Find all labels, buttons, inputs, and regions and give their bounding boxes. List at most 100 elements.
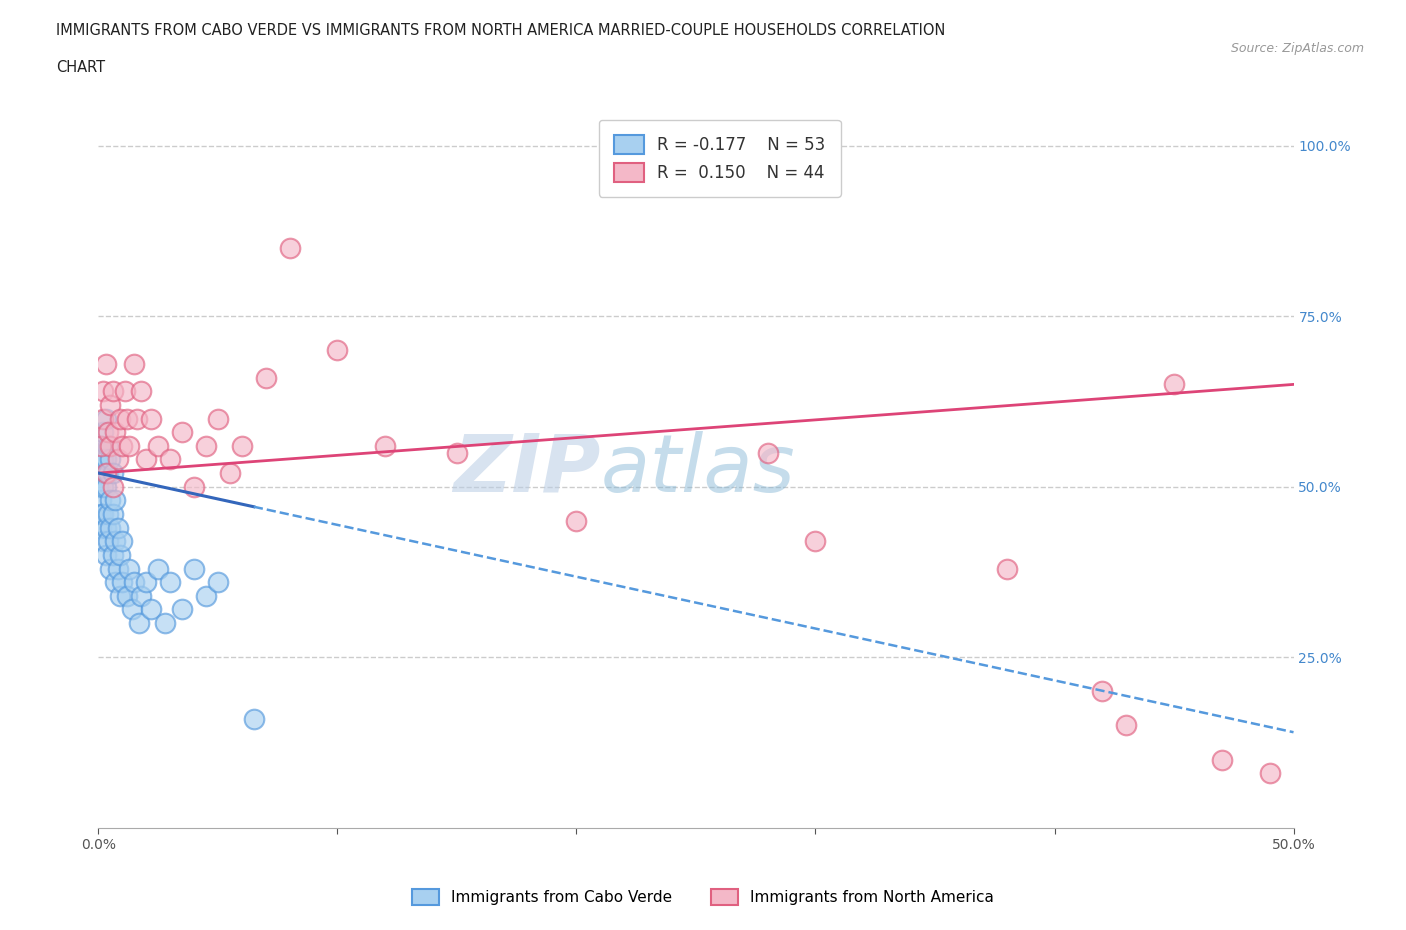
- Point: [101, 479, 124, 494]
- Point: [207, 575, 229, 590]
- Point: [94, 411, 117, 426]
- Point: [995, 561, 1018, 576]
- Point: [90, 438, 112, 453]
- Point: [90, 520, 112, 535]
- Point: [94, 356, 117, 371]
- Point: [91, 479, 114, 494]
- Point: [97, 507, 120, 522]
- Point: [139, 411, 162, 426]
- Point: [183, 479, 205, 494]
- Point: [194, 589, 218, 604]
- Point: [148, 561, 170, 576]
- Point: [1211, 752, 1233, 767]
- Point: [124, 356, 146, 371]
- Point: [219, 466, 242, 481]
- Point: [155, 616, 177, 631]
- Point: [87, 452, 110, 467]
- Point: [111, 534, 134, 549]
- Legend: R = -0.177    N = 53, R =  0.150    N = 44: R = -0.177 N = 53, R = 0.150 N = 44: [599, 120, 841, 197]
- Point: [128, 616, 150, 631]
- Point: [101, 507, 124, 522]
- Point: [91, 384, 114, 399]
- Point: [107, 561, 129, 576]
- Point: [121, 602, 143, 617]
- Point: [97, 466, 120, 481]
- Point: [108, 411, 131, 426]
- Point: [124, 575, 146, 590]
- Point: [135, 575, 157, 590]
- Point: [94, 548, 117, 563]
- Point: [446, 445, 468, 460]
- Point: [139, 602, 162, 617]
- Point: [207, 411, 229, 426]
- Point: [98, 493, 122, 508]
- Point: [97, 425, 120, 440]
- Point: [194, 438, 218, 453]
- Point: [101, 384, 124, 399]
- Point: [104, 425, 127, 440]
- Point: [231, 438, 253, 453]
- Text: IMMIGRANTS FROM CABO VERDE VS IMMIGRANTS FROM NORTH AMERICA MARRIED-COUPLE HOUSE: IMMIGRANTS FROM CABO VERDE VS IMMIGRANTS…: [56, 23, 946, 38]
- Point: [108, 548, 131, 563]
- Point: [111, 575, 134, 590]
- Point: [97, 438, 120, 453]
- Point: [107, 520, 129, 535]
- Point: [104, 534, 127, 549]
- Point: [101, 548, 124, 563]
- Point: [97, 534, 120, 549]
- Point: [243, 711, 266, 726]
- Point: [98, 438, 122, 453]
- Text: Source: ZipAtlas.com: Source: ZipAtlas.com: [1230, 42, 1364, 55]
- Point: [87, 479, 110, 494]
- Legend: Immigrants from Cabo Verde, Immigrants from North America: Immigrants from Cabo Verde, Immigrants f…: [399, 877, 1007, 918]
- Point: [148, 438, 170, 453]
- Point: [111, 438, 134, 453]
- Point: [98, 397, 122, 412]
- Point: [326, 343, 349, 358]
- Point: [90, 438, 112, 453]
- Text: CHART: CHART: [56, 60, 105, 75]
- Point: [101, 466, 124, 481]
- Point: [91, 507, 114, 522]
- Point: [104, 575, 127, 590]
- Point: [94, 466, 117, 481]
- Point: [94, 479, 117, 494]
- Point: [1091, 684, 1114, 698]
- Point: [115, 411, 138, 426]
- Text: ZIP: ZIP: [453, 431, 600, 509]
- Point: [114, 384, 136, 399]
- Point: [104, 493, 127, 508]
- Point: [183, 561, 205, 576]
- Point: [118, 438, 141, 453]
- Point: [108, 589, 131, 604]
- Point: [172, 425, 194, 440]
- Point: [94, 520, 117, 535]
- Text: atlas: atlas: [600, 431, 796, 509]
- Point: [135, 452, 157, 467]
- Point: [131, 384, 153, 399]
- Point: [94, 452, 117, 467]
- Point: [91, 452, 114, 467]
- Point: [98, 520, 122, 535]
- Point: [131, 589, 153, 604]
- Point: [90, 466, 112, 481]
- Point: [159, 452, 181, 467]
- Point: [91, 411, 114, 426]
- Point: [91, 534, 114, 549]
- Point: [159, 575, 181, 590]
- Point: [90, 507, 112, 522]
- Point: [756, 445, 779, 460]
- Point: [278, 241, 301, 256]
- Point: [1163, 377, 1185, 392]
- Point: [90, 493, 112, 508]
- Point: [118, 561, 141, 576]
- Point: [374, 438, 396, 453]
- Point: [172, 602, 194, 617]
- Point: [565, 513, 588, 528]
- Point: [115, 589, 138, 604]
- Point: [98, 561, 122, 576]
- Point: [125, 411, 148, 426]
- Point: [1258, 765, 1281, 780]
- Point: [254, 370, 277, 385]
- Point: [107, 452, 129, 467]
